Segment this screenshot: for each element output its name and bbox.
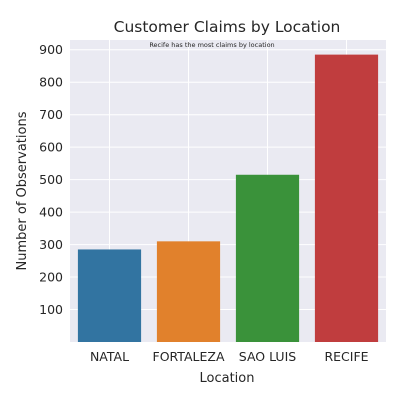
x-tick-label: FORTALEZA [153,349,225,364]
bar-sao-luis [235,174,300,342]
x-tick-label: SAO LUIS [239,349,296,364]
chart-annotation: Recife has the most claims by location [149,41,274,49]
y-tick-label: 100 [39,302,63,317]
y-tick-label: 400 [39,205,63,220]
bar-natal [77,249,142,342]
y-tick-label: 600 [39,140,63,155]
y-tick-label: 200 [39,270,63,285]
y-tick-label: 800 [39,75,63,90]
y-tick-label: 700 [39,107,63,122]
x-tick-label: RECIFE [324,349,368,364]
bar-layer [77,54,379,342]
bar-fortaleza [156,241,221,342]
y-tick-layer: 100 200 300 400 500 600 700 800 900 [39,42,63,317]
bar-recife [314,54,379,342]
y-axis-label: Number of Observations [15,111,30,270]
x-tick-layer: NATAL FORTALEZA SAO LUIS RECIFE [90,349,369,364]
x-axis-label: Location [200,371,255,386]
chart-title: Customer Claims by Location [114,18,341,36]
x-tick-label: NATAL [90,349,129,364]
y-tick-label: 300 [39,237,63,252]
y-tick-label: 500 [39,172,63,187]
y-tick-label: 900 [39,42,63,57]
